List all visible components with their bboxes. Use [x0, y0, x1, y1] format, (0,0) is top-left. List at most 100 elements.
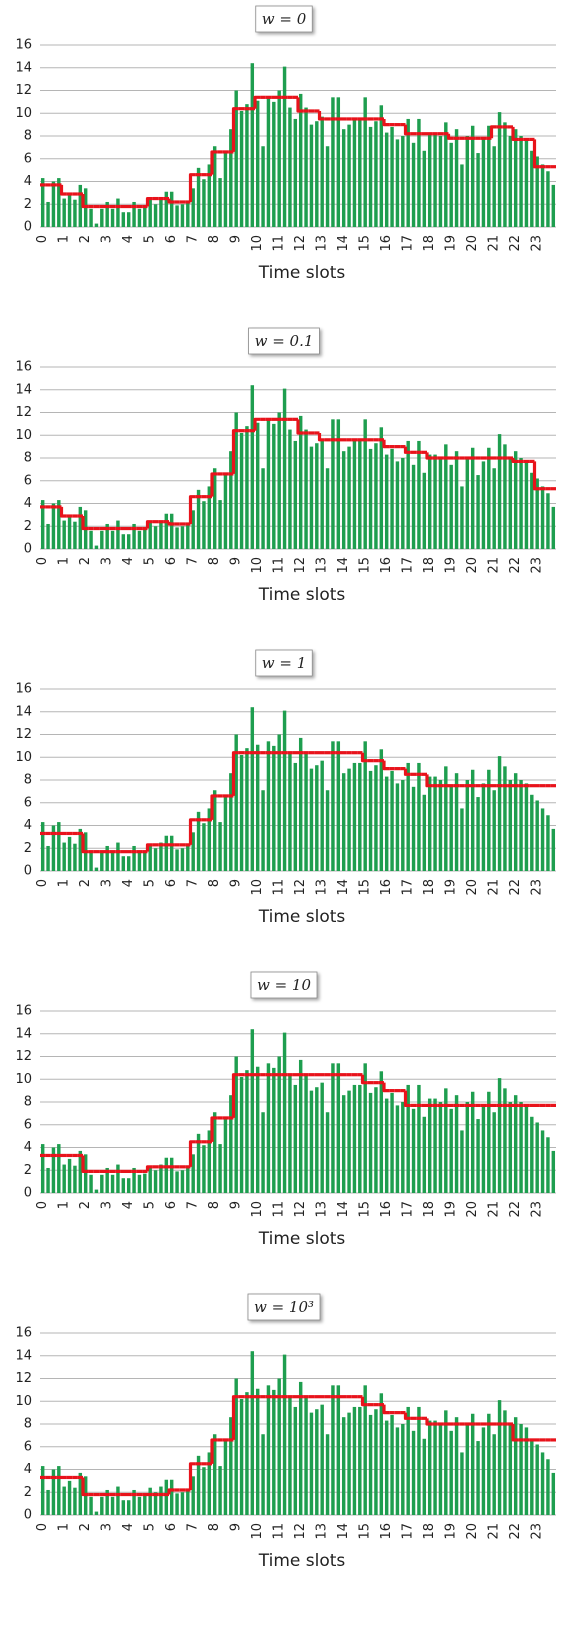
step-line	[382, 760, 390, 771]
bar	[320, 1404, 324, 1515]
bar	[363, 419, 367, 549]
bar	[433, 132, 437, 227]
bar	[476, 1119, 480, 1193]
bar	[298, 737, 303, 871]
bar	[519, 1102, 523, 1193]
step-line	[81, 516, 89, 531]
bar	[395, 783, 400, 871]
x-tick-label: 8	[207, 1201, 222, 1209]
bar	[94, 1511, 99, 1515]
bar	[347, 446, 351, 549]
step-line	[231, 107, 239, 152]
bar	[368, 1414, 373, 1515]
y-tick-label: 0	[24, 220, 32, 235]
step-line	[81, 1155, 89, 1173]
x-tick-label: 12	[293, 879, 308, 896]
x-tick-label: 13	[315, 1201, 330, 1218]
bar	[277, 1378, 281, 1515]
bar	[503, 1410, 507, 1515]
bar	[304, 429, 308, 549]
bar	[223, 1441, 228, 1515]
bar	[116, 198, 120, 227]
bar	[126, 1500, 131, 1515]
step-line	[317, 110, 325, 121]
bar	[234, 412, 238, 549]
bar	[180, 1492, 185, 1515]
bar	[277, 734, 281, 871]
bar	[481, 1105, 486, 1193]
bar	[288, 1395, 292, 1515]
bar	[325, 1112, 330, 1193]
y-tick-label: 6	[24, 1439, 32, 1454]
bar	[272, 101, 276, 227]
x-tick-label: 14	[336, 879, 351, 896]
y-tick-label: 12	[15, 727, 32, 742]
bar	[352, 440, 357, 549]
bar	[202, 179, 206, 227]
bar	[40, 1144, 45, 1193]
step-line	[59, 506, 67, 518]
bar	[153, 848, 158, 871]
bar	[282, 388, 287, 549]
bar	[105, 523, 109, 549]
bar	[379, 105, 384, 227]
bar	[62, 842, 66, 871]
x-axis-label: Time slots	[258, 585, 346, 605]
x-tick-label: 22	[508, 557, 523, 574]
x-tick-label: 14	[336, 1201, 351, 1218]
bar	[411, 464, 416, 549]
bar	[207, 808, 212, 871]
bar	[105, 845, 109, 871]
bar	[78, 506, 83, 549]
bar	[546, 815, 550, 871]
bar	[202, 1145, 206, 1193]
bar	[180, 848, 185, 871]
bar	[341, 1417, 346, 1515]
chart-title: w = 1	[262, 654, 307, 672]
x-axis-label: Time slots	[258, 1229, 346, 1249]
chart-title: w = 0.1	[255, 332, 314, 350]
bar	[513, 129, 518, 227]
x-tick-label: 7	[186, 1201, 201, 1209]
y-tick-label: 14	[15, 704, 32, 719]
x-tick-label: 15	[358, 1201, 373, 1218]
bar	[438, 1424, 443, 1515]
bar	[148, 1487, 152, 1515]
x-tick-label: 18	[422, 235, 437, 252]
x-tick-label: 15	[358, 879, 373, 896]
x-tick-label: 23	[530, 879, 545, 896]
bar	[481, 461, 486, 549]
bar	[540, 164, 545, 227]
bar	[519, 458, 523, 549]
bar	[169, 1157, 174, 1193]
x-tick-label: 9	[229, 1523, 244, 1531]
x-axis-label: Time slots	[258, 907, 346, 927]
bar	[94, 223, 99, 227]
bar	[143, 529, 147, 549]
y-tick-label: 0	[24, 1186, 32, 1201]
bar	[62, 1164, 66, 1193]
bar	[67, 1480, 72, 1515]
step-line	[360, 752, 368, 763]
bar	[331, 1385, 335, 1515]
bar	[546, 493, 550, 549]
bar	[169, 1479, 174, 1515]
bar	[309, 768, 314, 871]
bar	[363, 1385, 367, 1515]
bar	[325, 1434, 330, 1515]
y-tick-label: 6	[24, 795, 32, 810]
step-line	[360, 1396, 368, 1407]
bar	[245, 104, 249, 227]
bar	[358, 118, 362, 227]
x-tick-label: 3	[100, 557, 115, 565]
bar	[427, 776, 432, 871]
bar	[315, 1409, 319, 1515]
step-line	[403, 446, 411, 454]
step-line	[382, 1082, 390, 1093]
step-line	[231, 1395, 239, 1440]
x-tick-label: 17	[401, 235, 416, 252]
y-tick-label: 12	[15, 1371, 32, 1386]
bar	[417, 440, 421, 549]
bar	[444, 766, 448, 871]
step-line	[231, 751, 239, 796]
